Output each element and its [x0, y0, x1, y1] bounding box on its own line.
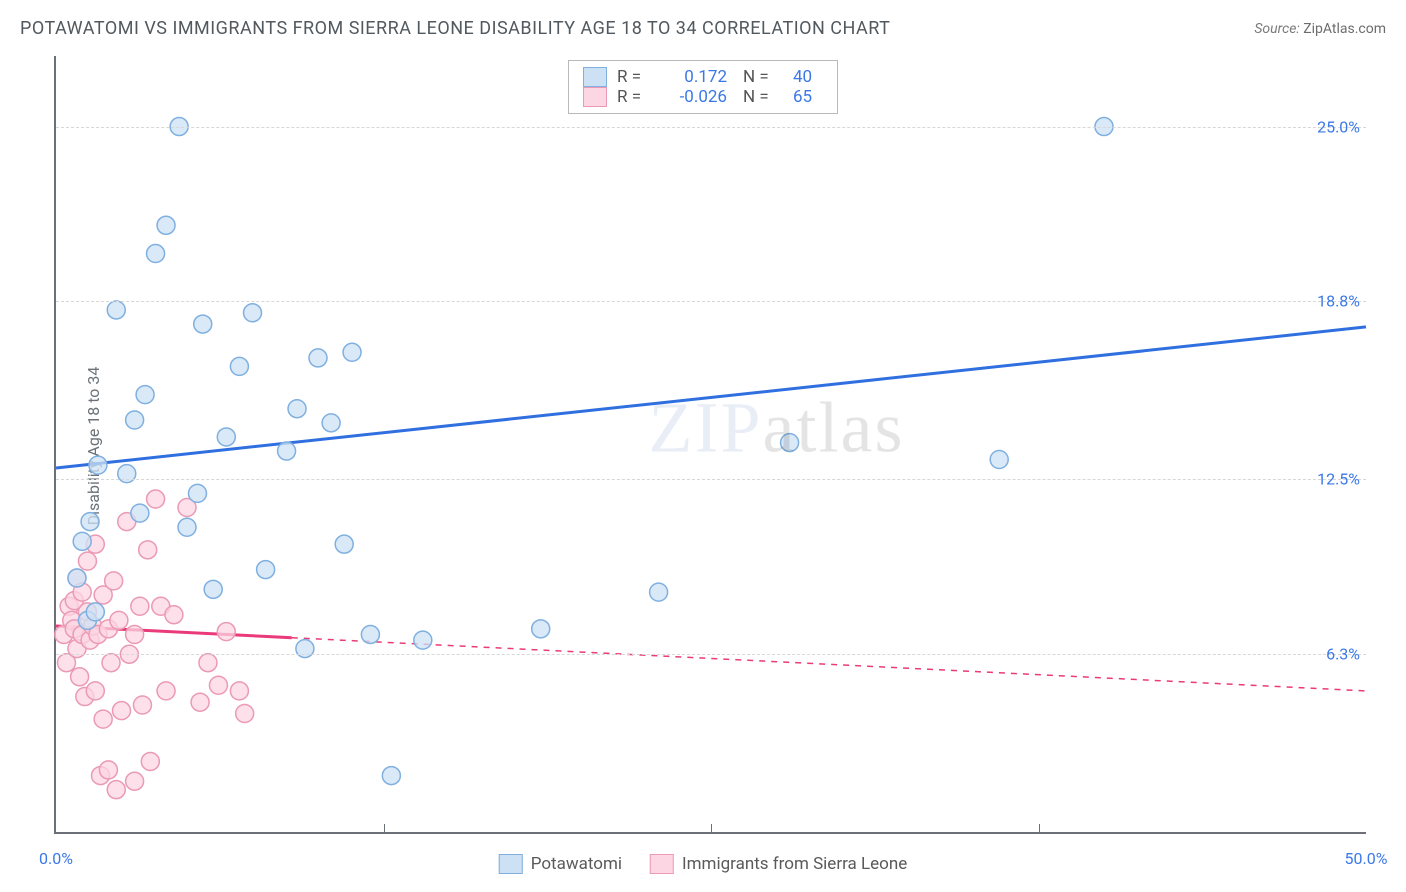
data-point-pink — [126, 772, 144, 790]
legend-n-label: N = — [737, 87, 783, 107]
legend-swatch — [499, 854, 523, 874]
data-point-pink — [236, 704, 254, 722]
y-tick-label: 25.0% — [1317, 117, 1360, 136]
data-point-blue — [194, 315, 212, 333]
gridline — [56, 127, 1366, 128]
data-point-pink — [71, 668, 89, 686]
trend-line-blue — [56, 327, 1366, 468]
trend-line-dashed-pink — [292, 638, 1366, 691]
gridline — [56, 301, 1366, 302]
data-point-pink — [78, 552, 96, 570]
data-point-blue — [990, 451, 1008, 469]
data-point-blue — [147, 245, 165, 263]
legend-corr-row-pink: R = -0.026 N = 65 — [583, 87, 823, 107]
data-point-blue — [288, 400, 306, 418]
plot-area: ZIPatlas 6.3%12.5%18.8%25.0%0.0%50.0% — [54, 56, 1366, 834]
chart-title: POTAWATOMI VS IMMIGRANTS FROM SIERRA LEO… — [20, 18, 890, 39]
data-point-pink — [139, 541, 157, 559]
source-prefix: Source: — [1254, 21, 1303, 37]
data-point-blue — [131, 504, 149, 522]
data-point-blue — [781, 434, 799, 452]
data-point-blue — [81, 513, 99, 531]
legend-item: Potawatomi — [499, 854, 622, 874]
data-point-blue — [89, 456, 107, 474]
x-tick — [711, 824, 712, 832]
data-point-blue — [230, 357, 248, 375]
data-point-blue — [157, 216, 175, 234]
data-point-blue — [335, 535, 353, 553]
data-point-pink — [165, 606, 183, 624]
data-point-pink — [107, 781, 125, 799]
x-tick — [384, 824, 385, 832]
data-point-blue — [343, 343, 361, 361]
data-point-pink — [131, 597, 149, 615]
legend-item: Immigrants from Sierra Leone — [650, 854, 907, 874]
header-row: POTAWATOMI VS IMMIGRANTS FROM SIERRA LEO… — [20, 18, 1386, 39]
source-site: ZipAtlas.com — [1303, 21, 1386, 37]
data-point-blue — [178, 518, 196, 536]
data-point-pink — [99, 761, 117, 779]
data-point-blue — [107, 301, 125, 319]
data-point-blue — [309, 349, 327, 367]
data-point-pink — [217, 623, 235, 641]
legend-label: Potawatomi — [531, 854, 622, 874]
data-point-pink — [102, 654, 120, 672]
legend-r-label: R = — [617, 87, 647, 107]
y-tick-label: 18.8% — [1317, 292, 1360, 311]
data-point-pink — [113, 702, 131, 720]
data-point-pink — [141, 752, 159, 770]
data-point-pink — [94, 710, 112, 728]
x-min-label: 0.0% — [39, 849, 73, 868]
data-point-pink — [209, 676, 227, 694]
data-point-pink — [191, 693, 209, 711]
legend-correlation: R = 0.172 N = 40 R = -0.026 N = 65 — [568, 60, 838, 114]
legend-n-label: N = — [737, 67, 783, 87]
data-point-blue — [278, 442, 296, 460]
legend-label: Immigrants from Sierra Leone — [682, 854, 907, 874]
data-point-pink — [157, 682, 175, 700]
data-point-pink — [126, 625, 144, 643]
legend-n-value-blue: 40 — [793, 67, 823, 87]
data-point-blue — [204, 580, 222, 598]
data-point-pink — [199, 654, 217, 672]
data-point-blue — [361, 625, 379, 643]
legend-r-value-blue: 0.172 — [657, 67, 727, 87]
data-point-pink — [86, 682, 104, 700]
data-point-pink — [110, 611, 128, 629]
data-point-blue — [217, 428, 235, 446]
data-point-blue — [73, 532, 91, 550]
data-point-blue — [86, 603, 104, 621]
data-point-blue — [650, 583, 668, 601]
data-point-pink — [230, 682, 248, 700]
data-point-pink — [133, 696, 151, 714]
data-point-blue — [414, 631, 432, 649]
legend-corr-row-blue: R = 0.172 N = 40 — [583, 67, 823, 87]
data-point-blue — [322, 414, 340, 432]
data-point-blue — [382, 767, 400, 785]
data-point-blue — [244, 304, 262, 322]
x-max-label: 50.0% — [1345, 849, 1388, 868]
gridline — [56, 654, 1366, 655]
legend-r-value-pink: -0.026 — [657, 87, 727, 107]
y-tick-label: 6.3% — [1326, 645, 1360, 664]
data-point-blue — [126, 411, 144, 429]
data-point-blue — [532, 620, 550, 638]
legend-swatch-blue — [583, 67, 607, 87]
gridline — [56, 479, 1366, 480]
legend-swatch — [650, 854, 674, 874]
source-label: Source: ZipAtlas.com — [1254, 21, 1386, 37]
data-point-blue — [257, 561, 275, 579]
legend-r-label: R = — [617, 67, 647, 87]
data-point-pink — [105, 572, 123, 590]
data-point-blue — [136, 386, 154, 404]
data-point-blue — [188, 484, 206, 502]
legend-n-value-pink: 65 — [793, 87, 823, 107]
y-tick-label: 12.5% — [1317, 470, 1360, 489]
legend-series: Potawatomi Immigrants from Sierra Leone — [499, 854, 908, 874]
x-tick — [1039, 824, 1040, 832]
legend-swatch-pink — [583, 87, 607, 107]
scatter-svg — [56, 56, 1366, 832]
data-point-pink — [147, 490, 165, 508]
data-point-blue — [68, 569, 86, 587]
